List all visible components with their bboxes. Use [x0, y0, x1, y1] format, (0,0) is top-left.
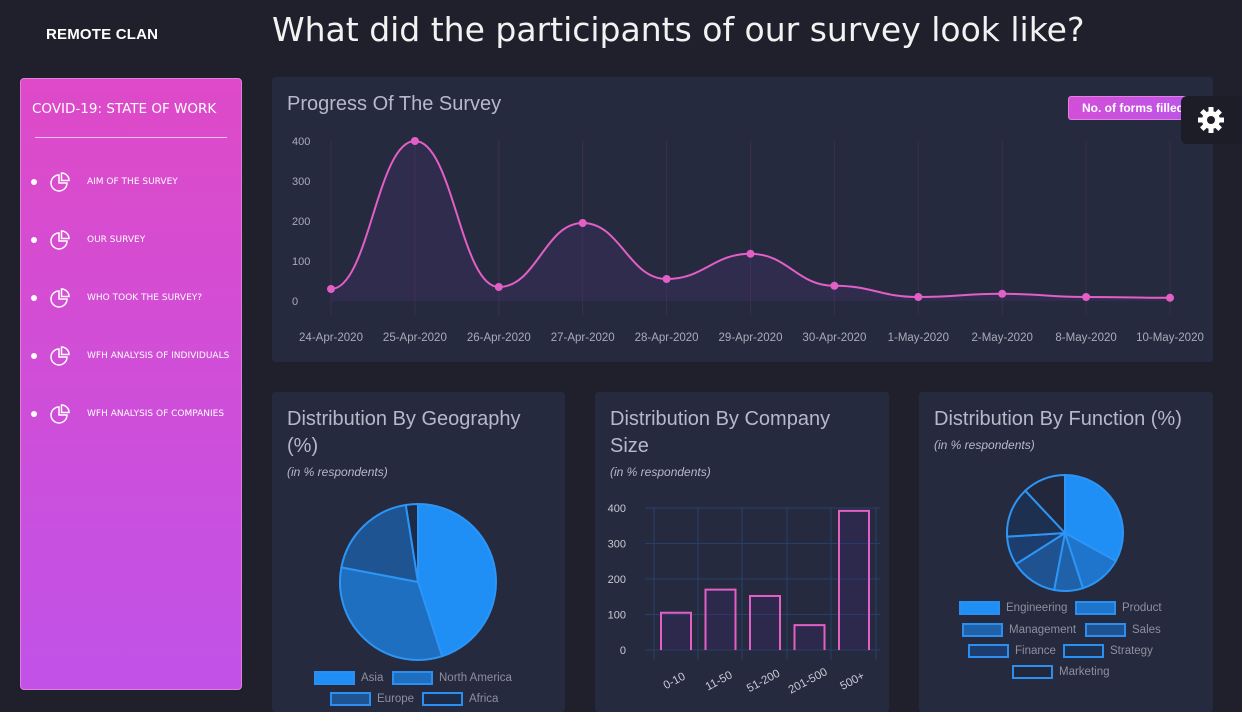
legend-item[interactable]: Sales	[1085, 623, 1161, 637]
gear-icon	[1198, 107, 1224, 133]
sidebar-item-label: AIM OF THE SURVEY	[87, 177, 178, 187]
legend-label: Product	[1122, 602, 1162, 614]
legend-swatch	[959, 601, 1000, 615]
legend-no-of-forms-filled[interactable]: No. of forms filled	[1068, 96, 1198, 120]
legend-item[interactable]: Finance	[968, 644, 1056, 658]
sidebar-divider	[35, 137, 227, 138]
chart-subtitle: (in % respondents)	[610, 465, 711, 479]
bullet-icon	[31, 237, 37, 243]
legend-swatch	[968, 644, 1009, 658]
chart-subtitle: (in % respondents)	[287, 465, 388, 479]
sidebar-item-label: WHO TOOK THE SURVEY?	[87, 293, 203, 303]
bullet-icon	[31, 295, 37, 301]
brand-logo[interactable]: REMOTE CLAN	[46, 26, 159, 43]
legend-label: Finance	[1015, 645, 1056, 657]
legend-item[interactable]: Europe	[330, 692, 414, 706]
pie-chart-icon	[50, 346, 70, 366]
progress-card: Progress Of The Survey No. of forms fill…	[272, 77, 1213, 362]
sidebar-item-label: WFH ANALYSIS OF COMPANIES	[87, 409, 225, 419]
legend-swatch	[1075, 601, 1116, 615]
legend-label: Asia	[361, 672, 384, 684]
legend-swatch	[1063, 644, 1104, 658]
sidebar-item-label: OUR SURVEY	[87, 235, 146, 245]
chart-title: Distribution By Geography (%)	[287, 408, 521, 457]
sidebar-item[interactable]: WFH ANALYSIS OF INDIVIDUALS	[31, 344, 231, 368]
legend-label: Strategy	[1110, 645, 1153, 657]
legend-item[interactable]: Marketing	[1012, 665, 1110, 679]
sidebar: COVID-19: STATE OF WORK AIM OF THE SURVE…	[20, 78, 242, 690]
legend-item[interactable]: Strategy	[1063, 644, 1153, 658]
sidebar-item[interactable]: WFH ANALYSIS OF COMPANIES	[31, 402, 231, 426]
bullet-icon	[31, 411, 37, 417]
chart-title: Progress Of The Survey	[287, 93, 502, 115]
legend-item[interactable]: Asia	[314, 671, 383, 685]
chart-title: Distribution By Function (%)	[934, 408, 1182, 430]
chart-subtitle: (in % respondents)	[934, 438, 1035, 452]
pie-chart-icon	[50, 288, 70, 308]
legend-label: Marketing	[1059, 666, 1110, 678]
legend-item[interactable]: Africa	[422, 692, 498, 706]
legend-item[interactable]: Product	[1075, 601, 1162, 615]
legend-swatch	[962, 623, 1003, 637]
legend-swatch	[1012, 665, 1053, 679]
sidebar-item[interactable]: OUR SURVEY	[31, 228, 231, 252]
pie-chart-icon	[50, 404, 70, 424]
legend-label: Engineering	[1006, 602, 1068, 614]
legend-swatch	[314, 671, 355, 685]
sidebar-item[interactable]: WHO TOOK THE SURVEY?	[31, 286, 231, 310]
legend-swatch	[1085, 623, 1126, 637]
company-size-card: Distribution By Company Size (in % respo…	[595, 392, 889, 712]
sidebar-item-label: WFH ANALYSIS OF INDIVIDUALS	[87, 351, 230, 361]
legend-label: Management	[1009, 624, 1077, 636]
legend-swatch	[392, 671, 433, 685]
bullet-icon	[31, 353, 37, 359]
pie-chart-icon	[50, 230, 70, 250]
page-title: What did the participants of our survey …	[272, 10, 1085, 49]
pie-chart-icon	[50, 172, 70, 192]
legend-item[interactable]: Engineering	[959, 601, 1067, 615]
chart-title: Distribution By Company Size	[610, 408, 831, 457]
legend-label: Africa	[469, 693, 499, 705]
geography-card: Distribution By Geography (%) (in % resp…	[272, 392, 565, 712]
legend-label: North America	[439, 672, 512, 684]
legend-item[interactable]: North America	[392, 671, 512, 685]
bullet-icon	[31, 179, 37, 185]
legend-swatch	[330, 692, 371, 706]
legend-swatch	[422, 692, 463, 706]
sidebar-item[interactable]: AIM OF THE SURVEY	[31, 170, 231, 194]
function-card: Distribution By Function (%) (in % respo…	[919, 392, 1213, 712]
legend-item[interactable]: Management	[962, 623, 1076, 637]
legend-label: Europe	[377, 693, 415, 705]
settings-button[interactable]	[1181, 96, 1242, 144]
legend-label: Sales	[1132, 624, 1161, 636]
sidebar-title: COVID-19: STATE OF WORK	[32, 101, 217, 117]
